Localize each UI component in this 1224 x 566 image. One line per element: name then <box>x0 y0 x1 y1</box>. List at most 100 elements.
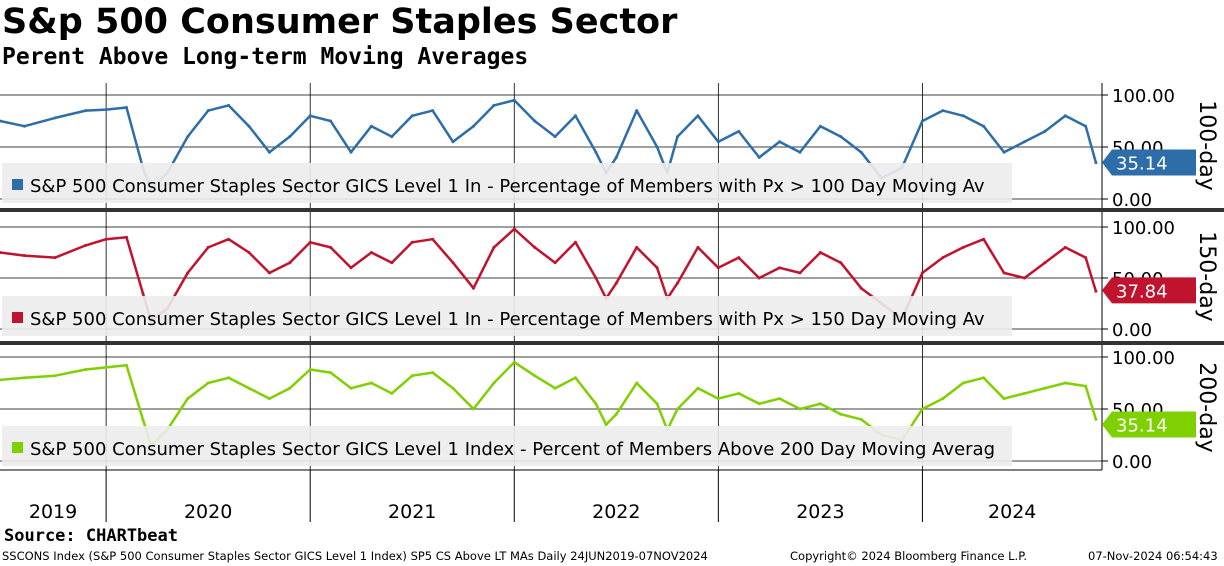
panel-divider <box>0 341 1224 345</box>
y-tick-label: 100.00 <box>1112 86 1175 107</box>
data-point <box>431 371 435 375</box>
data-point <box>492 245 496 249</box>
data-point <box>410 240 414 244</box>
year-label-2023: 2023 <box>796 501 844 523</box>
data-point <box>1043 129 1047 133</box>
data-point <box>390 135 394 139</box>
data-point <box>288 135 292 139</box>
data-point <box>267 150 271 154</box>
data-point <box>737 391 741 395</box>
data-point <box>512 360 516 364</box>
data-point <box>778 397 782 401</box>
data-point <box>553 261 557 265</box>
data-point <box>104 365 108 369</box>
data-point <box>961 245 965 249</box>
data-point <box>1002 150 1006 154</box>
data-point <box>308 114 312 118</box>
data-point <box>676 135 680 139</box>
data-point <box>1022 391 1026 395</box>
year-label-2022: 2022 <box>592 501 640 523</box>
data-point <box>267 397 271 401</box>
data-point <box>308 367 312 371</box>
data-point <box>431 109 435 113</box>
data-point <box>451 386 455 390</box>
data-point <box>0 378 2 382</box>
data-point <box>471 407 475 411</box>
source-label: Source: CHARTbeat <box>4 526 178 546</box>
last-value-label: 35.14 <box>1116 153 1168 174</box>
data-point <box>369 251 373 254</box>
data-point <box>614 281 618 285</box>
data-point <box>125 105 129 109</box>
data-point <box>614 412 618 416</box>
data-point <box>737 129 741 133</box>
legend-label: S&P 500 Consumer Staples Sector GICS Lev… <box>30 176 985 197</box>
data-point <box>839 261 843 265</box>
data-point <box>594 276 598 280</box>
side-label-200-day: 200-day <box>1194 362 1219 452</box>
data-point <box>798 271 802 275</box>
data-point <box>635 381 639 385</box>
year-label-2024: 2024 <box>988 501 1036 523</box>
data-point <box>614 155 618 159</box>
data-point <box>696 114 700 118</box>
last-value-label: 37.84 <box>1116 281 1168 302</box>
data-point <box>961 114 965 118</box>
y-tick-label: 0.00 <box>1112 452 1152 473</box>
data-point <box>206 109 210 113</box>
data-point <box>141 291 145 295</box>
data-point <box>533 374 537 378</box>
data-point <box>227 237 231 241</box>
data-point <box>492 381 496 385</box>
data-point <box>1043 261 1047 265</box>
data-point <box>818 124 822 128</box>
data-point <box>288 386 292 390</box>
data-point <box>22 376 26 380</box>
data-point <box>676 407 680 411</box>
data-point <box>451 140 455 144</box>
data-point <box>369 381 373 385</box>
data-point <box>573 376 577 380</box>
y-tick-label: 100.00 <box>1112 348 1175 369</box>
year-label-2020: 2020 <box>184 501 232 523</box>
data-point <box>22 254 26 258</box>
timestamp: 07-Nov-2024 06:54:43 <box>1088 549 1218 563</box>
data-point <box>573 240 577 244</box>
data-point <box>982 376 986 380</box>
data-point <box>1002 397 1006 401</box>
data-point <box>288 261 292 265</box>
year-label-2021: 2021 <box>388 501 436 523</box>
data-point <box>349 150 353 154</box>
data-point <box>920 119 924 123</box>
data-point <box>329 119 333 123</box>
data-point <box>125 363 129 367</box>
data-point <box>859 417 863 421</box>
data-point <box>757 402 761 406</box>
data-point <box>0 119 2 123</box>
data-point <box>1094 417 1098 421</box>
data-point <box>696 386 700 390</box>
side-label-100-day: 100-day <box>1194 100 1219 190</box>
last-value-badge <box>1102 277 1196 304</box>
data-point <box>410 374 414 378</box>
data-point <box>594 150 598 154</box>
data-point <box>655 402 659 406</box>
data-point <box>757 155 761 159</box>
data-point <box>267 271 271 275</box>
data-point <box>839 135 843 139</box>
data-point <box>53 116 57 120</box>
data-point <box>53 374 57 378</box>
year-label-2019: 2019 <box>29 501 77 523</box>
legend-box <box>2 426 1012 466</box>
data-point <box>1084 124 1088 128</box>
data-point <box>141 417 145 421</box>
data-point <box>1094 289 1098 293</box>
data-point <box>227 376 231 380</box>
data-point <box>1022 276 1026 280</box>
data-point <box>1084 384 1088 388</box>
data-point <box>716 397 720 401</box>
data-point <box>247 124 251 128</box>
data-point <box>635 109 639 113</box>
data-point <box>941 397 945 401</box>
